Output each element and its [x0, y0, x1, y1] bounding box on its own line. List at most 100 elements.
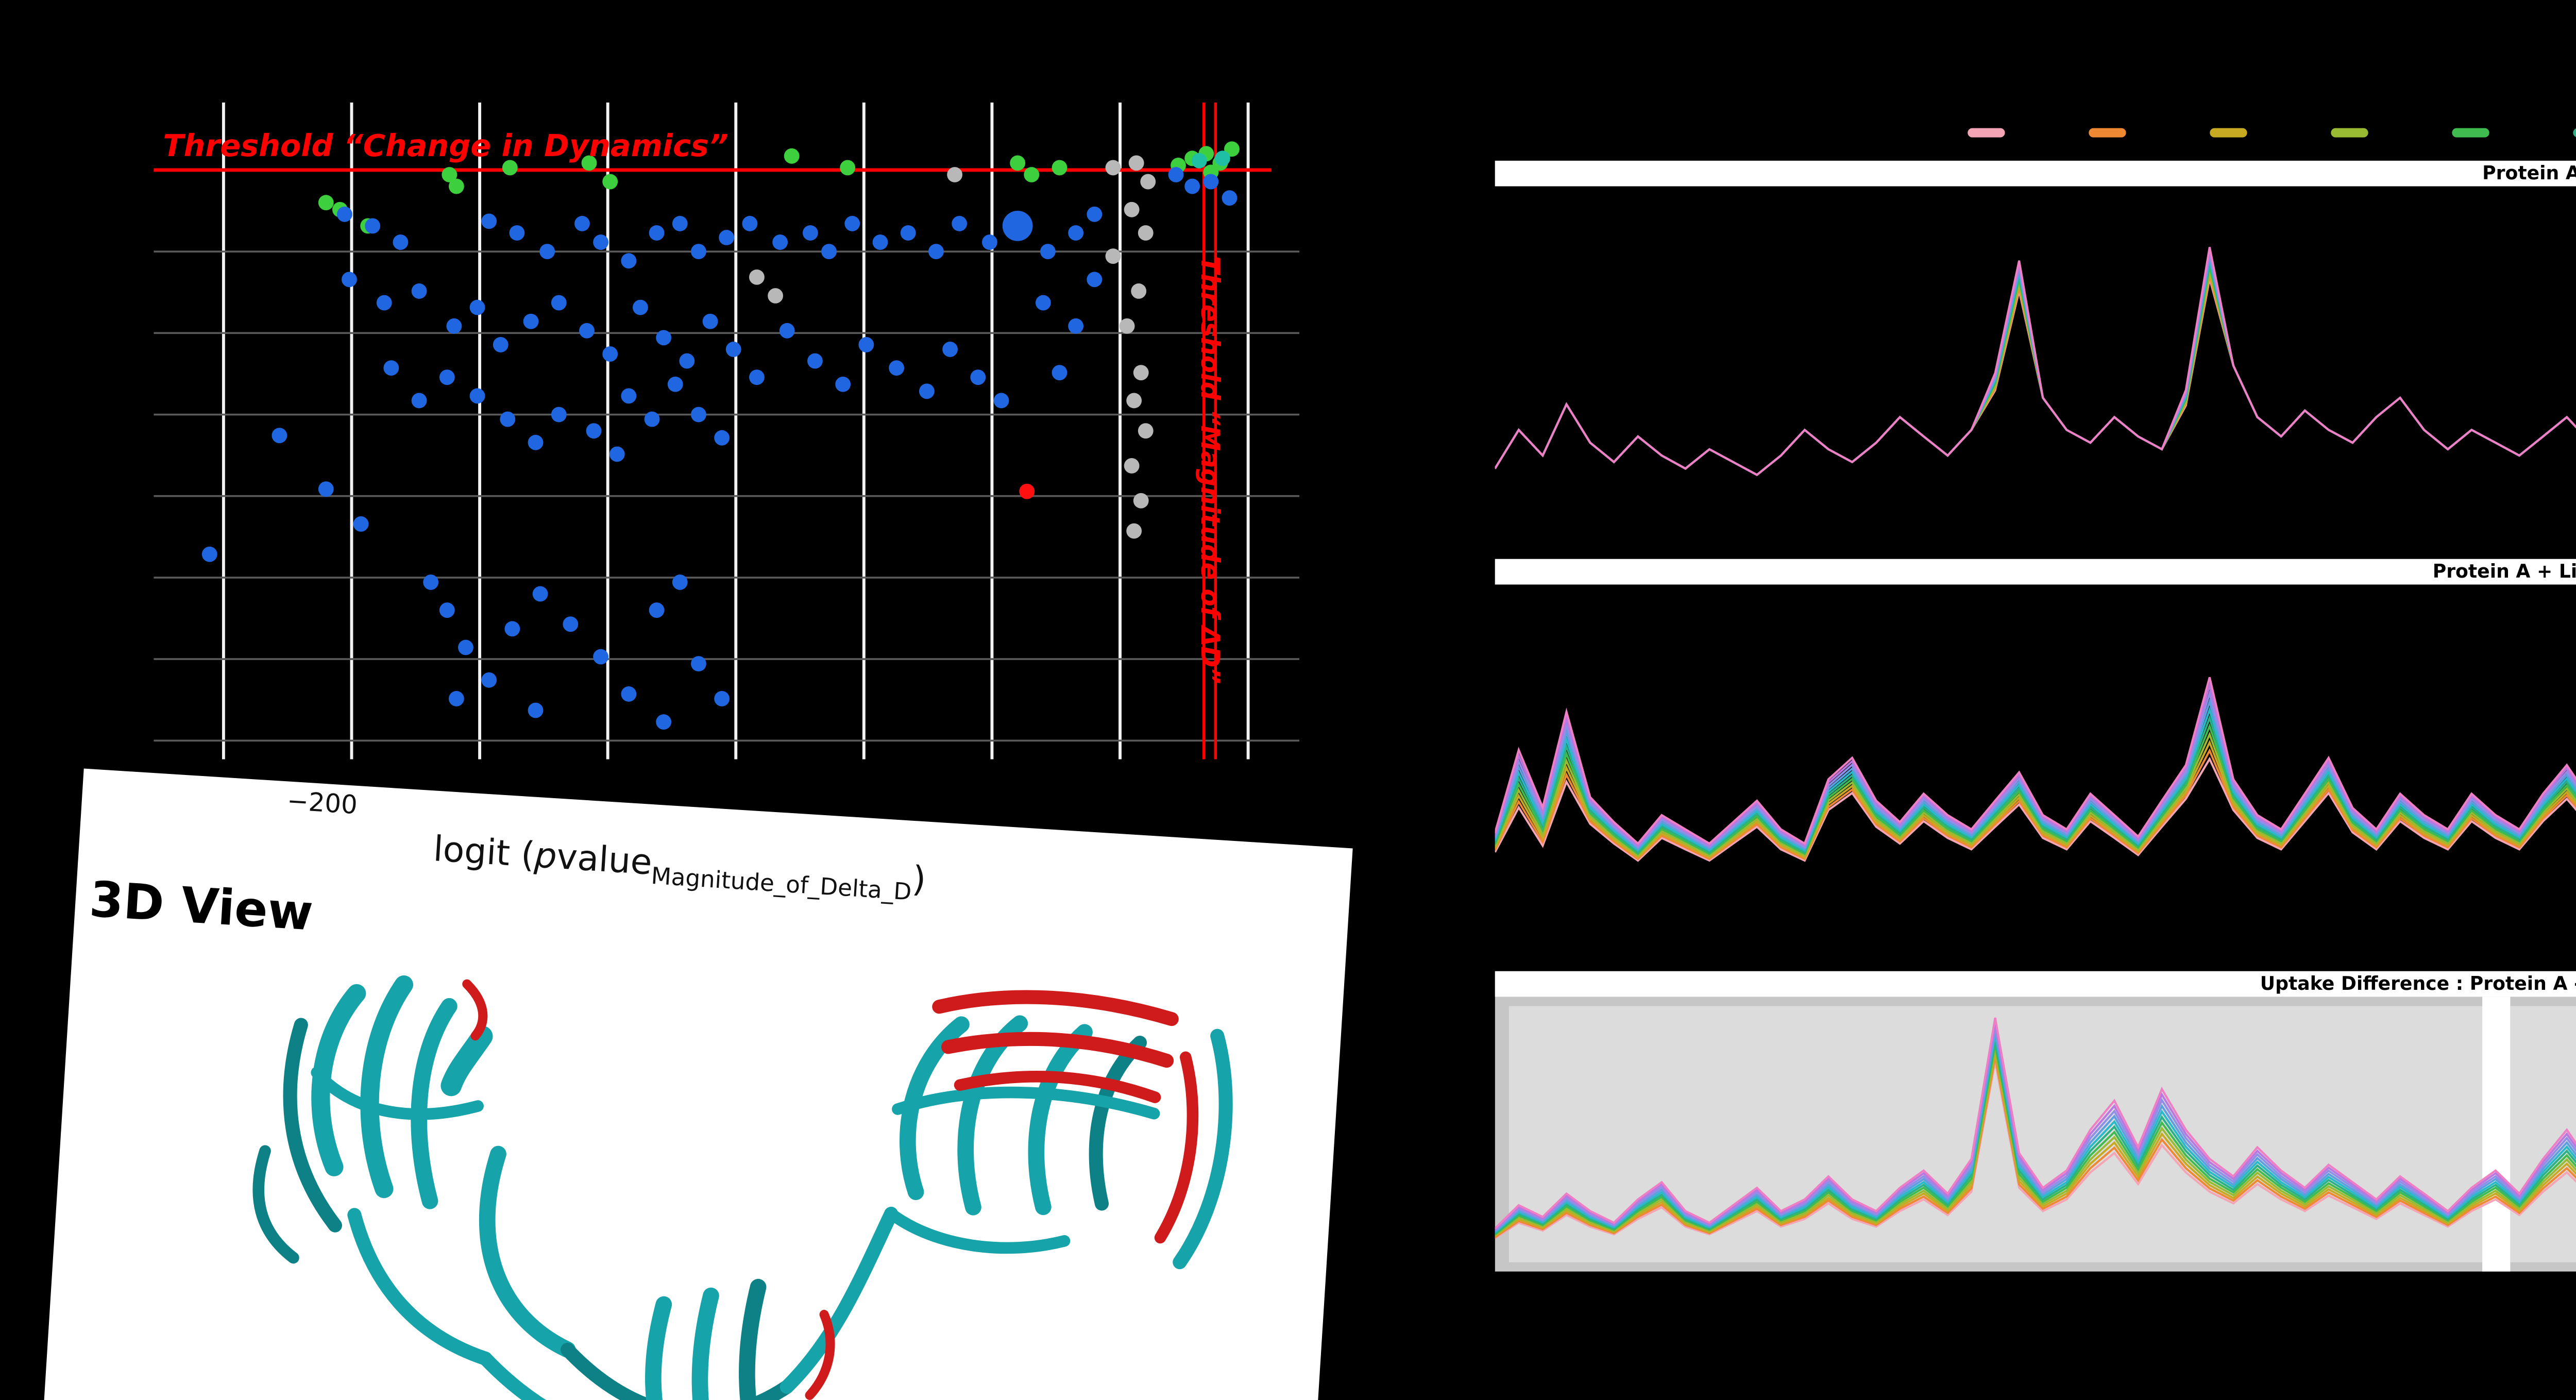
volcano-point[interactable] [649, 225, 665, 241]
series-line[interactable] [1495, 1035, 2576, 1237]
volcano-point[interactable] [551, 407, 567, 423]
volcano-point[interactable] [768, 288, 784, 303]
volcano-point[interactable] [469, 388, 485, 404]
volcano-point[interactable] [779, 323, 795, 339]
volcano-point[interactable] [993, 393, 1009, 409]
protein-structure[interactable] [105, 921, 1302, 1400]
series-line[interactable] [1495, 1026, 2576, 1236]
volcano-point[interactable] [342, 272, 357, 288]
volcano-point[interactable] [411, 283, 427, 299]
volcano-point[interactable] [679, 353, 695, 369]
volcano-point[interactable] [749, 269, 765, 285]
volcano-point[interactable] [1068, 318, 1084, 334]
series-line[interactable] [1495, 659, 2576, 855]
volcano-point[interactable] [318, 195, 334, 211]
series-line[interactable] [1495, 608, 2576, 850]
3d-view-panel[interactable]: −200 logit (pvalueMagnitude_of_Delta_D) … [40, 768, 1353, 1400]
volcano-point[interactable] [376, 295, 392, 311]
volcano-point[interactable] [1126, 523, 1142, 539]
volcano-point[interactable] [725, 342, 741, 357]
volcano-point[interactable] [872, 234, 888, 250]
volcano-point[interactable] [1019, 483, 1035, 499]
volcano-point[interactable] [1087, 206, 1103, 222]
series-line[interactable] [1495, 1039, 2576, 1239]
volcano-point[interactable] [772, 234, 788, 250]
series-line[interactable] [1495, 1052, 2576, 1241]
volcano-point[interactable] [423, 575, 439, 590]
series-line[interactable] [1495, 642, 2576, 854]
series-line[interactable] [1495, 1022, 2576, 1235]
volcano-point[interactable] [1105, 248, 1121, 264]
volcano-point[interactable] [1133, 493, 1149, 509]
legend-timepoint-dash-0[interactable] [1968, 128, 2005, 137]
volcano-point[interactable] [1133, 365, 1149, 381]
volcano-point[interactable] [1184, 178, 1200, 194]
volcano-point[interactable] [807, 353, 823, 369]
series-line[interactable] [1495, 584, 2576, 846]
volcano-point[interactable] [539, 244, 555, 260]
volcano-point[interactable] [858, 337, 874, 352]
uptake-difference-chart[interactable] [1495, 997, 2576, 1272]
volcano-point[interactable] [649, 602, 665, 618]
volcano-point[interactable] [970, 369, 986, 385]
volcano-point[interactable] [201, 546, 217, 562]
volcano-point[interactable] [574, 215, 590, 231]
volcano-point[interactable] [835, 376, 851, 392]
volcano-point[interactable] [1124, 201, 1140, 217]
volcano-point[interactable] [1222, 190, 1238, 206]
volcano-point[interactable] [952, 215, 968, 231]
volcano-point[interactable] [719, 230, 735, 245]
volcano-point[interactable] [1131, 283, 1147, 299]
uptake-chart-protein-a-ligand[interactable] [1495, 584, 2576, 936]
legend-timepoint-dash-4[interactable] [2452, 128, 2489, 137]
series-line[interactable] [1495, 269, 2576, 477]
volcano-point[interactable] [1105, 160, 1121, 176]
volcano-point[interactable] [633, 299, 648, 315]
volcano-point[interactable] [481, 213, 497, 229]
legend-timepoint-dash-5[interactable] [2573, 128, 2576, 137]
volcano-point[interactable] [448, 691, 464, 706]
series-line[interactable] [1495, 591, 2576, 849]
volcano-point[interactable] [493, 337, 509, 352]
volcano-point[interactable] [528, 434, 544, 450]
series-line[interactable] [1495, 187, 2576, 477]
volcano-point[interactable] [919, 383, 935, 399]
volcano-point[interactable] [1124, 458, 1140, 474]
volcano-point[interactable] [621, 388, 637, 404]
volcano-point[interactable] [1138, 423, 1154, 439]
legend-timepoint-dash-3[interactable] [2331, 128, 2368, 137]
volcano-point[interactable] [602, 346, 618, 362]
volcano-point[interactable] [528, 702, 544, 718]
volcano-point[interactable] [1002, 211, 1033, 241]
volcano-point[interactable] [551, 295, 567, 311]
volcano-point[interactable] [411, 393, 427, 409]
volcano-point[interactable] [1138, 225, 1154, 241]
volcano-point[interactable] [579, 323, 595, 339]
volcano-point[interactable] [749, 369, 765, 385]
series-line[interactable] [1495, 675, 2576, 857]
volcano-point[interactable] [1126, 393, 1142, 409]
volcano-point[interactable] [1087, 272, 1103, 288]
series-line[interactable] [1495, 1048, 2576, 1240]
volcano-point[interactable] [502, 160, 518, 176]
volcano-point[interactable] [928, 244, 944, 260]
volcano-point[interactable] [942, 342, 958, 357]
volcano-point[interactable] [365, 218, 381, 234]
volcano-point[interactable] [840, 160, 856, 176]
volcano-point[interactable] [844, 215, 860, 231]
volcano-point[interactable] [656, 330, 672, 346]
volcano-point[interactable] [1068, 225, 1084, 241]
volcano-point[interactable] [509, 225, 525, 241]
volcano-point[interactable] [656, 714, 672, 730]
volcano-point[interactable] [504, 621, 520, 637]
volcano-point[interactable] [784, 148, 800, 164]
volcano-point[interactable] [337, 206, 352, 222]
volcano-point[interactable] [442, 167, 457, 182]
series-line[interactable] [1495, 272, 2576, 477]
volcano-point[interactable] [1128, 155, 1144, 171]
volcano-point[interactable] [672, 575, 688, 590]
volcano-point[interactable] [383, 360, 399, 376]
series-line[interactable] [1495, 1017, 2576, 1234]
volcano-point[interactable] [563, 616, 579, 632]
volcano-point[interactable] [353, 516, 369, 532]
